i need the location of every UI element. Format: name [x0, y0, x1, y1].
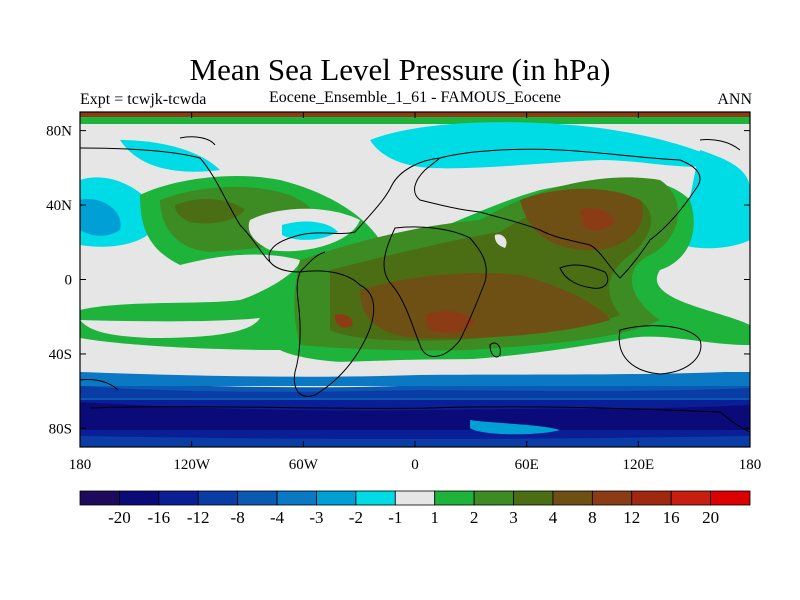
- lat-tick-label: 80S: [49, 421, 72, 437]
- colorbar: -20 -16 -12 -8 -4 -3 -2 -1 1 2 3 4 8 12 16 20: [79, 490, 751, 527]
- page-title: Mean Sea Level Pressure (in hPa): [189, 52, 611, 87]
- south-grey-west: [80, 318, 260, 338]
- small-white-patch: [494, 234, 507, 248]
- colorbar-label: 20: [702, 508, 719, 527]
- colorbar-label: -8: [231, 508, 245, 527]
- pressure-field: [80, 112, 750, 447]
- colorbar-swatch: [473, 490, 514, 506]
- season-label: ANN: [717, 91, 752, 108]
- antarctica-coast-east: [719, 411, 750, 433]
- colorbar-swatch: [237, 490, 278, 506]
- colorbar-swatch: [552, 490, 593, 506]
- africa-high-core: [425, 310, 475, 333]
- colorbar-swatch: [591, 490, 633, 506]
- south-deep-band: [80, 386, 750, 398]
- colorbar-label: 12: [623, 508, 640, 527]
- nw-high-core: [175, 198, 245, 224]
- colorbar-label: -20: [108, 508, 131, 527]
- ensemble-label: Eocene_Ensemble_1_61 - FAMOUS_Eocene: [268, 89, 562, 106]
- lon-tick-label: 120E: [622, 457, 654, 473]
- colorbar-label: 4: [549, 508, 558, 527]
- lat-tick-label: 40N: [46, 198, 72, 214]
- colorbar-label: 8: [588, 508, 597, 527]
- south-america-coast: [293, 270, 375, 397]
- australia-coast: [618, 325, 702, 375]
- africa-coast: [383, 226, 487, 357]
- sa-high-core: [334, 314, 353, 328]
- lat-tick-label: 40S: [49, 347, 72, 363]
- colorbar-swatch: [670, 490, 711, 506]
- colorbar-swatch: [710, 490, 751, 506]
- experiment-label: Expt = tcwjk-tcwda: [80, 91, 207, 108]
- colorbar-label: -16: [147, 508, 170, 527]
- colorbar-label: -12: [187, 508, 210, 527]
- colorbar-label: 2: [470, 508, 479, 527]
- lon-tick-label: 180: [739, 457, 762, 473]
- south-darkest-band: [80, 402, 750, 430]
- colorbar-swatch: [79, 490, 120, 506]
- south-mid-band: [80, 371, 750, 386]
- south-cyan-patch: [470, 420, 560, 435]
- colorbar-label: -1: [388, 508, 402, 527]
- south-grey-band: [80, 355, 750, 372]
- arctic-island-coast-east: [699, 139, 741, 151]
- antarctica-coast: [89, 406, 721, 413]
- lon-tick-label: 60E: [515, 457, 539, 473]
- colorbar-swatch: [355, 490, 396, 506]
- eurasia-coast: [414, 148, 701, 279]
- nw-low-core: [80, 199, 121, 236]
- colorbar-label: -4: [270, 508, 285, 527]
- pacific-island-coast: [80, 379, 119, 391]
- lon-tick-label: 0: [411, 457, 419, 473]
- colorbar-swatch: [197, 490, 239, 506]
- colorbar-swatch: [119, 490, 160, 506]
- north-green-strip: [80, 117, 750, 124]
- arctic-island-coast: [179, 136, 216, 146]
- south-high-brown: [360, 273, 610, 339]
- latitude-axis: 80N 40N 0 40S 80S: [46, 124, 750, 437]
- colorbar-label: 16: [663, 508, 680, 527]
- lon-tick-label: 60W: [289, 457, 319, 473]
- lat-tick-label: 80N: [46, 124, 72, 140]
- north-cyan-west: [120, 140, 220, 172]
- colorbar-swatch: [394, 490, 436, 506]
- mid-lat-oval-core: [282, 221, 338, 240]
- north-america-coast: [80, 147, 441, 264]
- madagascar-coast: [489, 342, 501, 358]
- lon-tick-label: 120W: [173, 457, 211, 473]
- colorbar-swatch: [434, 490, 475, 506]
- colorbar-label: -3: [309, 508, 323, 527]
- asia-high-core: [580, 208, 615, 231]
- lat-tick-label: 0: [65, 273, 73, 289]
- colorbar-swatch: [513, 490, 554, 506]
- lon-tick-label: 180: [69, 457, 92, 473]
- arctic-low: [370, 122, 720, 169]
- colorbar-swatch: [276, 490, 317, 506]
- colorbar-label: 3: [509, 508, 518, 527]
- colorbar-label: -2: [349, 508, 363, 527]
- colorbar-swatch: [316, 490, 357, 506]
- coastlines: [80, 136, 750, 433]
- colorbar-swatch: [158, 490, 199, 506]
- colorbar-swatch: [631, 490, 672, 506]
- longitude-axis: 180 120W 60W 0 60E 120E 180: [69, 112, 762, 473]
- colorbar-label: 1: [430, 508, 439, 527]
- india-coast: [559, 264, 609, 289]
